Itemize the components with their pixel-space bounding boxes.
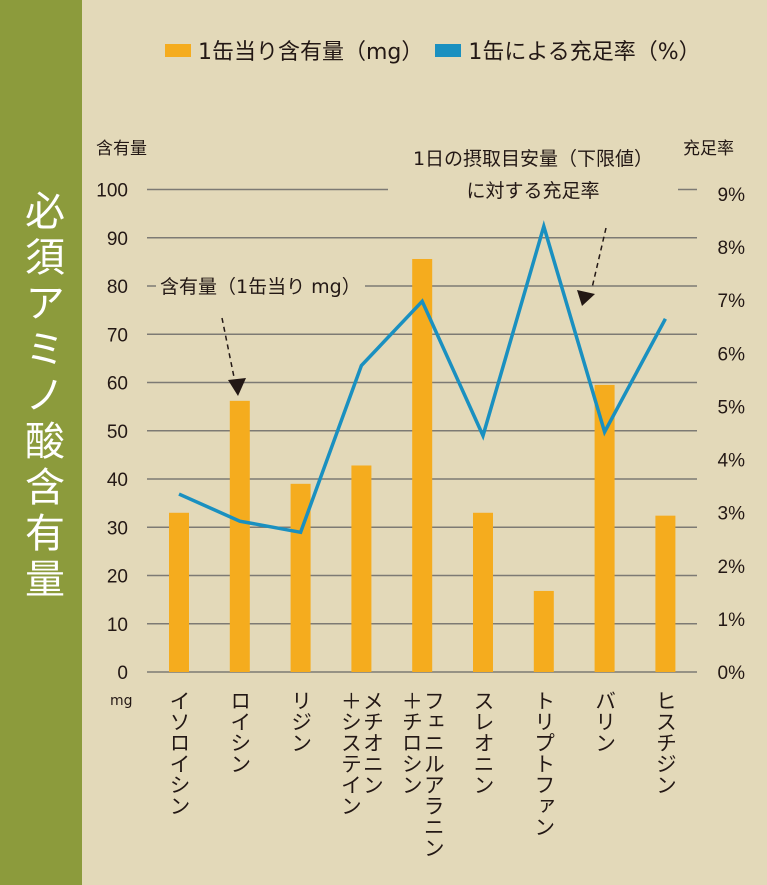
x-axis-label: バリン: [592, 690, 617, 753]
legend-swatch-line: [435, 43, 462, 57]
x-axis-label: ロイシン: [227, 690, 252, 774]
x-axis-label: トリプトファン: [531, 690, 556, 837]
bar: [655, 515, 676, 672]
left-tick-label: 0: [117, 663, 128, 684]
left-tick-label: 70: [107, 325, 128, 346]
bar: [533, 590, 554, 672]
right-tick-label: 5%: [718, 397, 746, 418]
bar: [594, 384, 615, 672]
left-tick-label: 80: [107, 277, 128, 298]
right-tick-label: 2%: [718, 557, 746, 578]
bar: [412, 258, 433, 672]
left-axis-unit: mg: [110, 693, 133, 709]
legend-label-bar: 1缶当り含有量（mg）: [198, 40, 424, 65]
bar: [169, 512, 189, 672]
annotation-arrow: [221, 317, 236, 383]
right-tick-label: 9%: [718, 185, 746, 206]
right-tick-label: 8%: [718, 238, 746, 259]
legend: 1缶当り含有量（mg） 1缶による充足率（%）: [165, 34, 701, 66]
x-axis-label: メチオニン ＋システイン: [338, 690, 385, 816]
arrow-head: [577, 290, 595, 306]
right-tick-label: 6%: [718, 344, 746, 365]
left-tick-label: 20: [107, 567, 128, 588]
legend-label-line: 1缶による充足率（%）: [468, 40, 701, 65]
x-axis-label: フェニルアラニン ＋チロシン: [399, 690, 446, 858]
bar-annotation: 含有量（1缶当り mg）: [156, 272, 365, 302]
left-tick-label: 40: [107, 470, 128, 491]
right-tick-label: 4%: [718, 451, 746, 472]
annotation-arrow: [591, 227, 607, 289]
left-tick-label: 10: [107, 615, 128, 636]
x-axis-label: イソロイシン: [167, 690, 191, 816]
left-tick-label: 90: [107, 229, 128, 250]
bar: [351, 465, 372, 672]
x-axis-label: ヒスチジン: [653, 690, 678, 795]
right-tick-label: 0%: [718, 663, 746, 684]
left-axis-title: 含有量: [96, 139, 147, 159]
bar: [473, 512, 493, 672]
left-tick-label: 30: [107, 518, 128, 539]
legend-swatch-bar: [165, 43, 191, 57]
left-tick-label: 50: [107, 422, 128, 443]
x-axis-label: スレオニン: [471, 690, 495, 795]
line-annotation-1: 1日の摂取目安量（下限値）: [388, 144, 678, 174]
bar: [229, 400, 250, 672]
right-tick-label: 7%: [718, 291, 746, 312]
left-tick-label: 60: [107, 374, 128, 395]
right-axis-title: 充足率: [683, 139, 734, 159]
arrow-head: [228, 378, 246, 396]
right-tick-label: 1%: [718, 610, 746, 631]
sidebar: 必須アミノ酸含有量: [0, 0, 82, 885]
line-annotation-2: に対する充足率: [388, 176, 678, 206]
right-tick-label: 3%: [718, 504, 746, 525]
left-tick-label: 100: [96, 181, 128, 202]
sidebar-title: 必須アミノ酸含有量: [18, 190, 64, 604]
x-axis-label: リジン: [288, 690, 313, 753]
